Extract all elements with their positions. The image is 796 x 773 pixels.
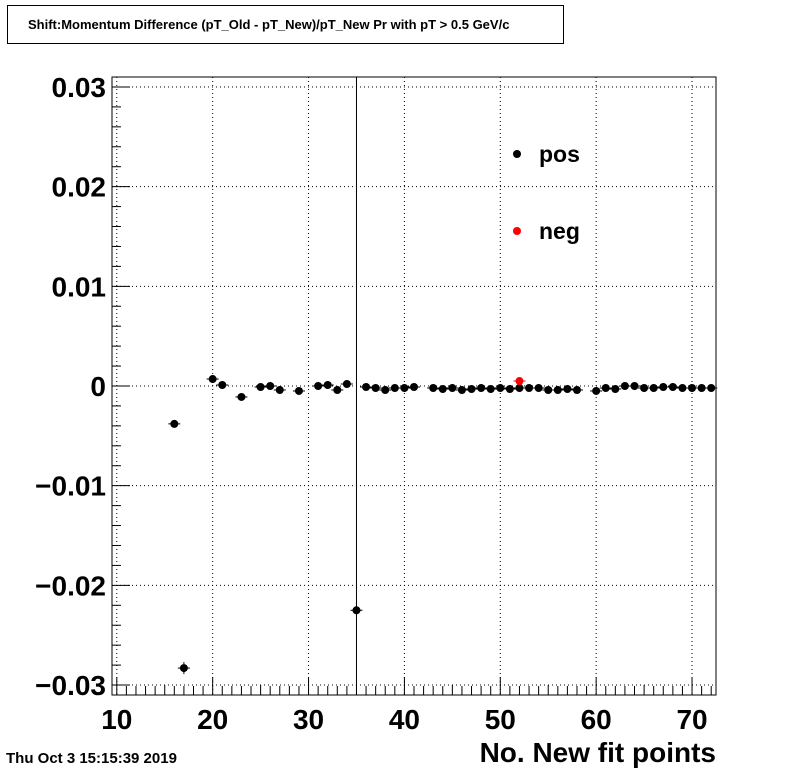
- pos-point: [611, 384, 620, 393]
- y-tick-label: −0.01: [35, 471, 106, 502]
- y-tick-label: 0: [90, 371, 106, 402]
- pos-point: [553, 385, 562, 394]
- pos-point: [659, 382, 668, 391]
- pos-point: [467, 384, 476, 393]
- y-tick-label: 0.03: [52, 72, 107, 103]
- x-tick-label: 50: [485, 704, 516, 735]
- pos-point: [237, 392, 246, 401]
- pos-point: [381, 385, 390, 394]
- pos-point: [572, 385, 581, 394]
- pos-point: [275, 385, 284, 394]
- x-tick-label: 70: [676, 704, 707, 735]
- pos-point: [668, 382, 677, 391]
- pos-point: [410, 382, 418, 391]
- pos-point: [525, 383, 534, 392]
- neg-point: [515, 377, 524, 386]
- pos-point: [678, 383, 687, 392]
- pos-point: [323, 381, 332, 390]
- chart-title: Shift:Momentum Difference (pT_Old - pT_N…: [7, 5, 564, 44]
- y-tick-label: 0.01: [52, 271, 107, 302]
- pos-point: [179, 664, 188, 673]
- pos-point: [314, 382, 323, 390]
- pos-point: [707, 383, 716, 392]
- pos-point: [448, 383, 457, 392]
- pos-point: [534, 383, 543, 392]
- pos-point: [563, 384, 572, 393]
- pos-point: [170, 419, 179, 428]
- pos-point: [400, 383, 409, 392]
- pos-point: [266, 382, 275, 390]
- x-tick-label: 60: [581, 704, 612, 735]
- pos-point: [438, 384, 447, 393]
- pos-point: [505, 384, 514, 393]
- pos-point: [371, 383, 380, 392]
- pos-point: [429, 383, 438, 392]
- x-tick-label: 20: [197, 704, 228, 735]
- pos-point: [601, 383, 610, 392]
- x-axis-title: No. New fit points: [480, 737, 716, 768]
- pos-point: [342, 380, 351, 389]
- x-tick-label: 10: [101, 704, 132, 735]
- pos-point: [496, 383, 505, 392]
- pos-point: [592, 386, 601, 395]
- legend: pos neg: [513, 141, 580, 244]
- pos-point: [333, 385, 342, 394]
- y-tick-label: −0.03: [35, 670, 106, 701]
- legend-label-pos: pos: [539, 141, 580, 167]
- y-tick-label: 0.02: [52, 172, 107, 203]
- timestamp: Thu Oct 3 15:15:39 2019: [6, 750, 177, 767]
- data-points: [168, 77, 718, 695]
- pos-point: [649, 383, 658, 392]
- pos-point: [256, 382, 265, 391]
- x-tick-label: 30: [293, 704, 324, 735]
- pos-point: [688, 383, 697, 392]
- legend-marker-neg: [513, 227, 521, 235]
- pos-point: [390, 383, 399, 392]
- axes: 10 20 30 40 50 60 70 −0.03 −0.02 −0.01 0 0.01 0.02 0.…: [35, 72, 712, 735]
- pos-point: [697, 383, 706, 392]
- pos-point: [630, 382, 639, 390]
- pos-point: [477, 383, 486, 392]
- pos-point: [352, 606, 361, 615]
- pos-point: [515, 383, 524, 392]
- pos-point: [640, 383, 649, 392]
- legend-label-neg: neg: [539, 218, 580, 244]
- legend-marker-pos: [513, 150, 521, 158]
- pos-point: [218, 381, 227, 390]
- pos-point: [620, 382, 629, 390]
- pos-point: [294, 386, 303, 395]
- y-tick-label: −0.02: [35, 570, 106, 601]
- pos-point: [544, 385, 553, 394]
- x-tick-label: 40: [389, 704, 420, 735]
- pos-point: [208, 375, 217, 384]
- pos-point: [486, 384, 495, 393]
- pos-point: [457, 385, 466, 394]
- pos-point: [362, 382, 371, 391]
